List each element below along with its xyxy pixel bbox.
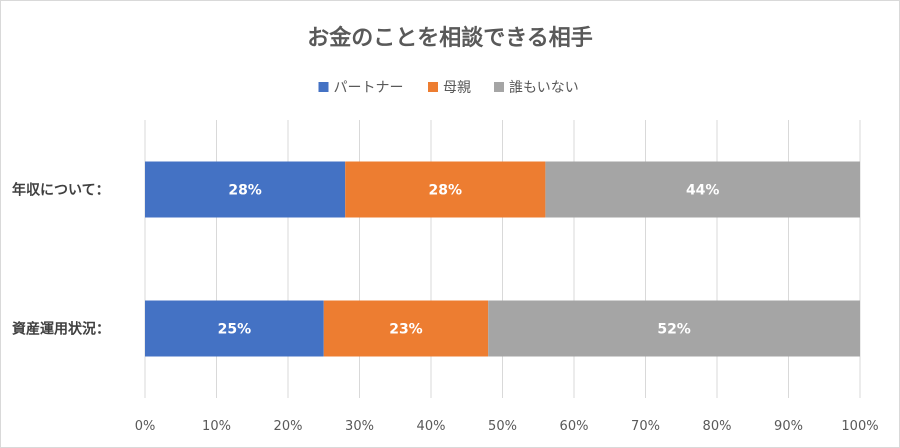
x-tick-label: 100% [841, 419, 878, 434]
x-tick-label: 70% [631, 419, 660, 434]
category-label: 年収について： [12, 182, 110, 199]
data-label: 28% [429, 183, 463, 199]
data-label: 25% [218, 322, 252, 338]
bar-segment [345, 161, 546, 218]
x-tick-label: 20% [274, 419, 303, 434]
bar-segment [323, 300, 489, 357]
x-tick-label: 0% [135, 419, 156, 434]
category-labels: 年収について： 資産運用状況： [12, 182, 110, 338]
x-tick-label: 60% [560, 419, 589, 434]
x-tick-label: 40% [417, 419, 446, 434]
legend-label: 母親 [443, 80, 471, 96]
bar-segment [145, 300, 324, 357]
x-tick-labels: 0% 10% 20% 30% 40% 50% 60% 70% 80% 90% 100% [135, 419, 879, 434]
x-tick-label: 80% [703, 419, 732, 434]
legend-swatch [428, 82, 438, 92]
legend-label: パートナー [334, 80, 404, 96]
x-tick-label: 50% [488, 419, 517, 434]
bar-segment [545, 161, 860, 218]
category-label: 資産運用状況： [12, 321, 110, 338]
bar-segment [488, 300, 860, 357]
data-label: 28% [228, 183, 262, 199]
data-label: 52% [657, 322, 691, 338]
legend-swatch [318, 82, 329, 92]
chart-title: お金のことを相談できる相手 [307, 25, 593, 51]
legend-swatch [494, 82, 504, 92]
bar-segment [145, 161, 346, 218]
legend: パートナー 母親 誰もいない [318, 80, 579, 96]
legend-label: 誰もいない [509, 80, 579, 96]
x-tick-label: 90% [774, 419, 803, 434]
data-label: 44% [686, 183, 720, 199]
x-tick-label: 10% [202, 419, 231, 434]
data-label: 23% [389, 322, 423, 338]
x-tick-label: 30% [345, 419, 374, 434]
bars: 28% 28% 44% 25% 23% 52% [145, 161, 860, 357]
